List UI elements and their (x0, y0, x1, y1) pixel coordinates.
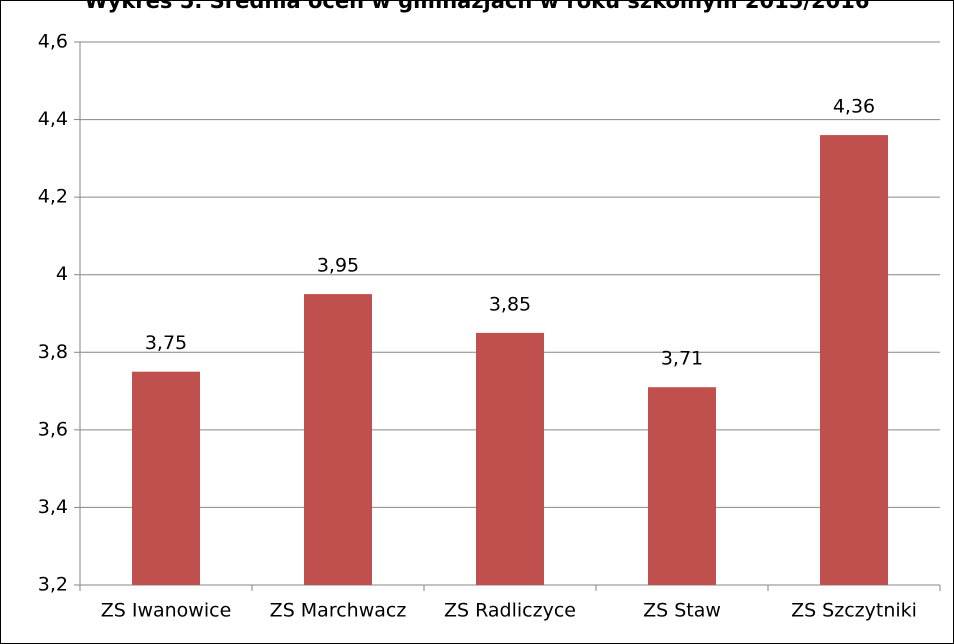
bar (304, 294, 372, 585)
data-label: 4,36 (833, 96, 875, 118)
y-tick-label: 4 (56, 263, 68, 285)
x-tick-label: ZS Staw (643, 600, 721, 622)
x-tick-label: ZS Radliczyce (444, 600, 576, 622)
data-label: 3,71 (661, 348, 703, 370)
data-label: 3,75 (145, 332, 187, 354)
chart-title: Wykres 5. Średnia ocen w gimnazjach w ro… (84, 0, 869, 13)
y-tick-label: 3,4 (38, 496, 68, 518)
y-tick-label: 3,8 (38, 341, 68, 363)
x-tick-label: ZS Szczytniki (791, 600, 917, 622)
data-label: 3,85 (489, 293, 531, 315)
data-label: 3,95 (317, 255, 359, 277)
x-tick-label: ZS Marchwacz (270, 600, 407, 622)
y-tick-label: 4,4 (38, 108, 68, 130)
y-tick-label: 3,6 (38, 418, 68, 440)
y-tick-label: 4,2 (38, 186, 68, 208)
bar (132, 371, 200, 585)
y-tick-label: 3,2 (38, 574, 68, 596)
y-tick-label: 4,6 (38, 31, 68, 53)
x-tick-label: ZS Iwanowice (101, 600, 232, 622)
bar (820, 135, 888, 586)
bar (476, 332, 544, 585)
bar (648, 387, 716, 585)
